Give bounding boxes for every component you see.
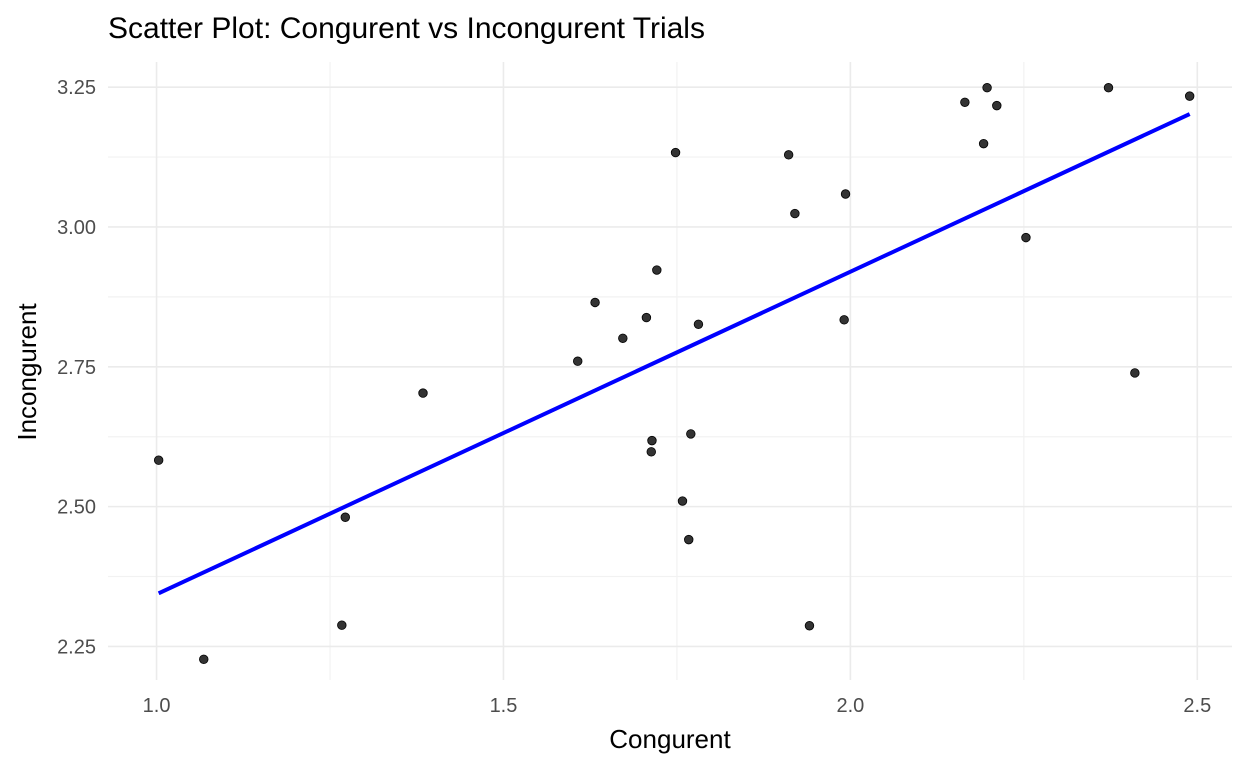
- trend-line-group: [157, 112, 1191, 596]
- x-tick-label: 1.0: [143, 695, 171, 717]
- y-tick-label: 2.75: [57, 357, 96, 379]
- minor-gridlines: [108, 62, 1232, 680]
- x-tick-label: 2.0: [836, 695, 864, 717]
- data-point: [978, 138, 989, 149]
- data-point: [618, 333, 628, 343]
- data-point: [647, 435, 657, 446]
- data-point: [1130, 368, 1140, 378]
- data-point: [783, 150, 794, 160]
- y-axis-title: Incongurent: [12, 303, 42, 441]
- data-point: [686, 429, 696, 439]
- x-tick-label: 2.5: [1183, 695, 1211, 717]
- data-point: [677, 496, 688, 506]
- trend-line: [157, 112, 1191, 596]
- data-point: [418, 388, 428, 398]
- data-point: [790, 208, 800, 219]
- data-point: [340, 512, 350, 522]
- data-point: [804, 621, 815, 631]
- data-point: [684, 534, 694, 545]
- data-point: [693, 319, 704, 330]
- data-point: [153, 455, 164, 465]
- data-point: [641, 312, 652, 323]
- data-point: [337, 620, 347, 630]
- x-tick-label: 1.5: [490, 695, 518, 717]
- data-point: [199, 654, 209, 665]
- y-tick-labels: 2.25 2.50 2.75 3.00 3.25: [57, 77, 96, 658]
- chart-title: Scatter Plot: Congurent vs Incongurent T…: [108, 12, 705, 45]
- y-tick-label: 3.00: [57, 217, 96, 239]
- data-point: [839, 315, 849, 325]
- x-axis-title: Congurent: [609, 724, 731, 754]
- y-tick-label: 2.50: [57, 497, 96, 519]
- x-tick-labels: 1.0 1.5 2.0 2.5: [143, 695, 1212, 717]
- y-tick-label: 2.25: [57, 636, 96, 658]
- data-point: [1184, 91, 1195, 101]
- data-point: [1021, 232, 1031, 243]
- data-point: [840, 189, 851, 199]
- data-point: [670, 147, 681, 158]
- y-tick-label: 3.25: [57, 77, 96, 99]
- data-point: [982, 83, 992, 93]
- data-points: [153, 83, 1195, 665]
- data-point: [960, 97, 970, 107]
- data-point: [590, 297, 600, 308]
- data-point: [992, 100, 1002, 111]
- data-point: [652, 265, 662, 275]
- data-point: [1103, 83, 1114, 93]
- data-point: [646, 447, 656, 457]
- major-gridlines: [108, 62, 1232, 680]
- data-point: [573, 356, 583, 366]
